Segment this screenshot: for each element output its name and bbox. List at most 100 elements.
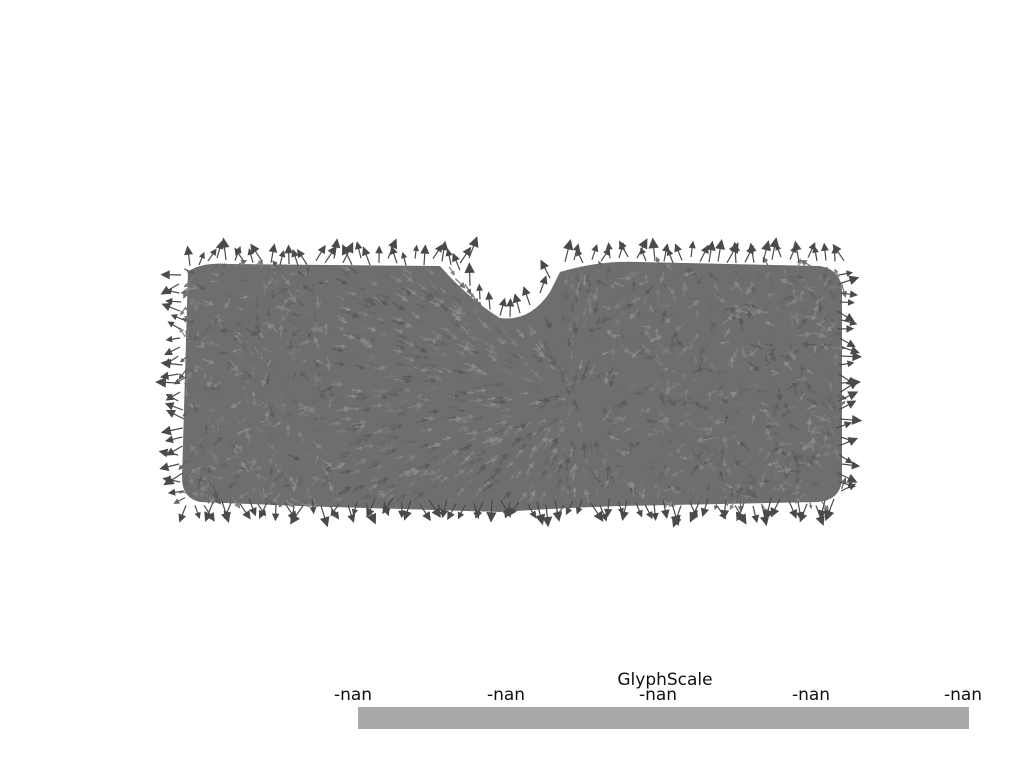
arrow-glyph bbox=[183, 281, 192, 288]
arrow-glyph bbox=[599, 505, 608, 522]
arrow-glyph bbox=[362, 297, 374, 303]
arrow-glyph bbox=[728, 313, 742, 319]
arrow-glyph bbox=[466, 314, 477, 325]
arrow-glyph bbox=[258, 502, 268, 520]
arrow-glyph bbox=[573, 368, 580, 383]
arrow-glyph bbox=[198, 442, 205, 457]
arrow-glyph bbox=[312, 426, 325, 433]
arrow-glyph bbox=[572, 295, 578, 308]
arrow-glyph bbox=[424, 323, 434, 329]
arrow-glyph bbox=[750, 269, 761, 275]
arrow-glyph bbox=[180, 306, 187, 316]
arrow-glyph bbox=[159, 462, 180, 472]
arrow-glyph bbox=[328, 480, 334, 492]
arrow-glyph bbox=[429, 307, 437, 313]
arrow-glyph bbox=[613, 415, 627, 421]
arrow-glyph bbox=[173, 497, 186, 504]
arrow-glyph bbox=[734, 407, 743, 414]
arrow-glyph bbox=[434, 351, 448, 358]
scalar-bar-title: GlyphScale bbox=[617, 670, 713, 690]
arrow-glyph bbox=[359, 340, 370, 345]
arrow-glyph bbox=[408, 392, 420, 398]
arrow-glyph bbox=[718, 397, 730, 404]
arrow-glyph bbox=[510, 437, 522, 447]
arrow-glyph bbox=[620, 331, 625, 341]
arrow-glyph bbox=[161, 303, 181, 312]
arrow-glyph bbox=[260, 422, 274, 428]
arrow-glyph bbox=[184, 268, 196, 274]
arrow-glyph bbox=[351, 388, 363, 393]
arrow-glyph bbox=[454, 370, 464, 375]
arrow-glyph bbox=[561, 447, 567, 460]
arrow-glyph bbox=[586, 326, 602, 333]
arrow-glyph bbox=[285, 424, 291, 437]
arrow-glyph bbox=[472, 447, 487, 454]
arrow-glyph bbox=[795, 294, 803, 302]
arrow-glyph bbox=[426, 446, 438, 454]
arrow-glyph bbox=[297, 299, 305, 308]
arrow-glyph bbox=[469, 397, 484, 404]
arrow-glyph bbox=[792, 240, 802, 262]
arrow-glyph bbox=[804, 381, 812, 388]
arrow-glyph bbox=[819, 394, 832, 400]
arrow-glyph bbox=[649, 344, 660, 349]
arrow-glyph bbox=[255, 426, 263, 433]
arrow-glyph bbox=[268, 482, 276, 492]
arrow-glyph bbox=[415, 353, 428, 358]
arrow-glyph bbox=[577, 420, 584, 434]
arrow-glyph bbox=[754, 273, 760, 286]
arrow-glyph bbox=[340, 416, 353, 422]
arrow-glyph bbox=[547, 472, 553, 486]
arrow-glyph bbox=[309, 498, 317, 515]
arrow-glyph bbox=[452, 295, 462, 304]
arrow-glyph bbox=[576, 248, 584, 264]
arrow-glyph bbox=[227, 282, 238, 288]
arrow-glyph bbox=[203, 299, 214, 306]
arrow-glyph bbox=[575, 499, 583, 515]
arrow-glyph bbox=[724, 434, 739, 441]
arrow-glyph bbox=[751, 505, 760, 524]
arrow-glyph bbox=[733, 281, 743, 292]
arrow-glyph bbox=[737, 382, 744, 397]
arrow-glyph bbox=[504, 397, 513, 401]
arrow-glyph bbox=[213, 436, 223, 445]
arrow-glyph bbox=[318, 416, 327, 421]
arrow-glyph bbox=[311, 479, 317, 488]
arrow-glyph bbox=[272, 493, 281, 504]
arrow-glyph bbox=[501, 326, 508, 335]
arrow-glyph bbox=[499, 407, 511, 413]
arrow-glyph bbox=[386, 374, 395, 379]
arrow-glyphs bbox=[155, 236, 863, 528]
arrow-glyph bbox=[360, 494, 371, 500]
arrow-glyph bbox=[466, 468, 475, 475]
arrow-glyph bbox=[210, 272, 220, 277]
arrow-glyph bbox=[394, 328, 404, 333]
arrow-glyph bbox=[338, 486, 352, 495]
arrow-glyph bbox=[234, 260, 248, 267]
arrow-glyph bbox=[265, 372, 271, 386]
arrow-glyph bbox=[538, 419, 548, 424]
arrow-glyph bbox=[414, 491, 425, 501]
arrow-glyph bbox=[729, 355, 735, 369]
arrow-glyph bbox=[813, 344, 818, 354]
arrow-glyph bbox=[213, 455, 220, 469]
arrow-glyph bbox=[631, 281, 636, 291]
arrow-glyph bbox=[476, 401, 486, 407]
arrow-glyph bbox=[210, 263, 220, 272]
arrow-glyph bbox=[347, 505, 356, 523]
arrow-glyph bbox=[196, 384, 205, 391]
arrow-glyph bbox=[501, 492, 507, 500]
arrow-glyph bbox=[616, 448, 626, 456]
arrow-glyph bbox=[485, 458, 498, 465]
arrow-glyph bbox=[740, 387, 752, 393]
arrow-glyph bbox=[668, 423, 682, 433]
arrow-glyph bbox=[349, 267, 357, 274]
arrow-glyph bbox=[638, 478, 649, 488]
arrow-glyph bbox=[365, 278, 379, 287]
arrow-glyph bbox=[163, 355, 179, 366]
arrow-glyph bbox=[336, 428, 347, 434]
arrow-glyph bbox=[679, 456, 689, 461]
arrow-glyph bbox=[764, 354, 769, 364]
arrow-glyph bbox=[488, 352, 498, 359]
